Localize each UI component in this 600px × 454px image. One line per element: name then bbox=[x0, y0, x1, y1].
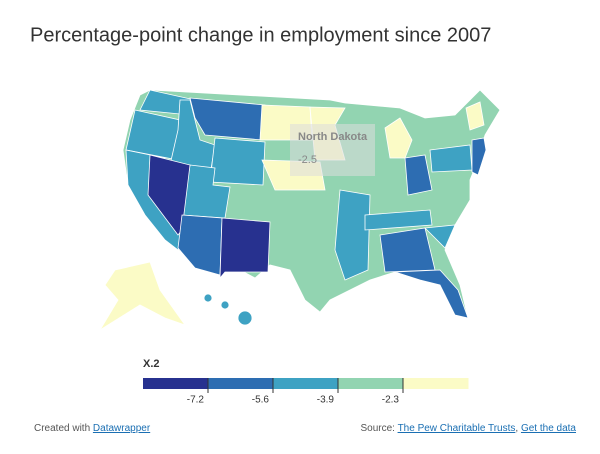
state bbox=[404, 154, 433, 196]
state bbox=[237, 310, 253, 326]
legend-tick-label: -7.2 bbox=[187, 395, 205, 406]
state bbox=[209, 137, 266, 186]
legend-swatch bbox=[403, 378, 469, 389]
title: Percentage-point change in employment si… bbox=[30, 24, 491, 46]
state bbox=[394, 269, 469, 319]
legend-swatch bbox=[273, 378, 339, 389]
tooltip-box bbox=[290, 124, 375, 176]
credit: Created with Datawrapper bbox=[34, 423, 151, 434]
state bbox=[364, 209, 433, 231]
state bbox=[465, 101, 485, 131]
state bbox=[379, 227, 436, 273]
source-text: Source: bbox=[360, 423, 394, 434]
state bbox=[220, 300, 230, 310]
tooltip-value: -2.5 bbox=[298, 154, 317, 166]
legend-title: X.2 bbox=[143, 358, 160, 370]
legend: -7.2 -5.6 -3.9 -2.3 bbox=[143, 378, 469, 406]
tooltip-state: North Dakota bbox=[298, 131, 368, 143]
state bbox=[177, 214, 223, 276]
map bbox=[99, 89, 501, 331]
legend-tick-label: -3.9 bbox=[317, 395, 335, 406]
credit-text: Created with bbox=[34, 423, 90, 434]
state bbox=[471, 137, 487, 176]
state bbox=[189, 97, 266, 141]
legend-swatch bbox=[143, 378, 209, 389]
separator: , bbox=[515, 423, 518, 434]
state bbox=[429, 144, 473, 173]
legend-tick-label: -2.3 bbox=[382, 395, 400, 406]
state bbox=[334, 189, 371, 281]
tooltip: North Dakota -2.5 bbox=[290, 124, 375, 176]
legend-tick-label: -5.6 bbox=[252, 395, 270, 406]
source: Source: The Pew Charitable Trusts, Get t… bbox=[360, 423, 576, 434]
state bbox=[424, 224, 456, 249]
legend-swatch bbox=[208, 378, 274, 389]
state bbox=[384, 117, 413, 159]
state bbox=[99, 261, 187, 331]
state bbox=[203, 293, 213, 303]
source-link[interactable]: The Pew Charitable Trusts bbox=[398, 423, 516, 434]
legend-swatch bbox=[338, 378, 404, 389]
state bbox=[219, 217, 271, 280]
credit-link[interactable]: Datawrapper bbox=[93, 423, 151, 434]
data-link[interactable]: Get the data bbox=[521, 423, 576, 434]
